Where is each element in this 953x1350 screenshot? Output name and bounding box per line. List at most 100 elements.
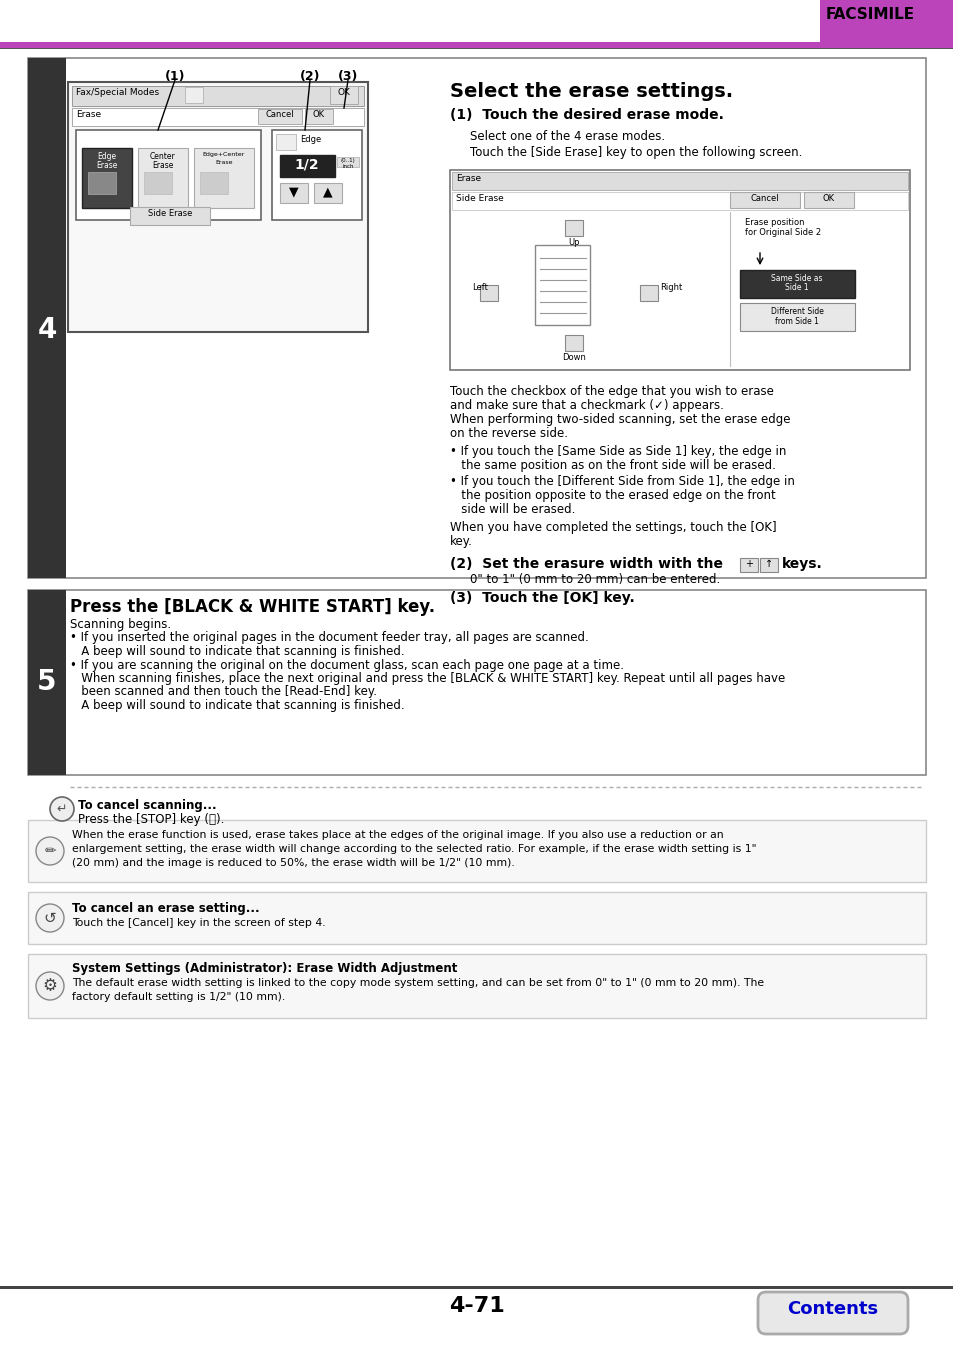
- Bar: [76, 130, 261, 220]
- Text: (2): (2): [299, 70, 320, 82]
- Text: from Side 1: from Side 1: [774, 317, 818, 325]
- Text: Side Erase: Side Erase: [456, 194, 503, 202]
- Bar: [760, 558, 778, 572]
- Bar: [280, 184, 308, 202]
- Bar: [330, 86, 357, 104]
- Text: Erase: Erase: [76, 109, 101, 119]
- Bar: [740, 270, 854, 298]
- Text: Touch the [Cancel] key in the screen of step 4.: Touch the [Cancel] key in the screen of …: [71, 918, 325, 927]
- Text: ↺: ↺: [44, 910, 56, 926]
- Bar: [452, 171, 907, 190]
- Bar: [314, 184, 341, 202]
- Bar: [639, 285, 658, 301]
- Text: • If you are scanning the original on the document glass, scan each page one pag: • If you are scanning the original on th…: [70, 659, 623, 671]
- Text: 1/2: 1/2: [294, 157, 319, 171]
- Text: When scanning finishes, place the next original and press the [BLACK & WHITE STA: When scanning finishes, place the next o…: [70, 672, 784, 684]
- Text: Scanning begins.: Scanning begins.: [70, 618, 171, 630]
- Bar: [28, 819, 925, 882]
- Bar: [68, 82, 368, 332]
- Bar: [28, 590, 925, 775]
- Bar: [452, 192, 907, 211]
- Text: Erase position: Erase position: [744, 217, 803, 227]
- Text: OK: OK: [337, 88, 350, 97]
- Text: • If you inserted the original pages in the document feeder tray, all pages are : • If you inserted the original pages in …: [70, 632, 588, 644]
- Text: Right: Right: [659, 284, 681, 292]
- Text: (3)  Touch the [OK] key.: (3) Touch the [OK] key.: [450, 591, 634, 605]
- Text: key.: key.: [450, 535, 473, 548]
- Bar: [28, 58, 925, 578]
- Text: Erase: Erase: [456, 174, 480, 184]
- Bar: [28, 58, 66, 578]
- Text: the same position as on the front side will be erased.: the same position as on the front side w…: [450, 459, 775, 472]
- Text: OK: OK: [313, 109, 325, 119]
- Text: A beep will sound to indicate that scanning is finished.: A beep will sound to indicate that scann…: [70, 699, 404, 711]
- Text: enlargement setting, the erase width will change according to the selected ratio: enlargement setting, the erase width wil…: [71, 844, 756, 855]
- Bar: [820, 0, 953, 42]
- Text: FACSIMILE: FACSIMILE: [825, 7, 914, 22]
- Text: Fax/Special Modes: Fax/Special Modes: [76, 88, 159, 97]
- Text: Erase: Erase: [96, 161, 117, 170]
- Text: Down: Down: [561, 352, 585, 362]
- Text: and make sure that a checkmark (✓) appears.: and make sure that a checkmark (✓) appea…: [450, 400, 723, 412]
- Text: Cancel: Cancel: [750, 194, 779, 202]
- Bar: [336, 157, 358, 167]
- Text: Select the erase settings.: Select the erase settings.: [450, 82, 732, 101]
- Bar: [28, 590, 66, 775]
- Bar: [200, 171, 228, 194]
- Text: Erase: Erase: [215, 161, 233, 165]
- Text: (2)  Set the erasure width with the: (2) Set the erasure width with the: [450, 558, 722, 571]
- Text: 5: 5: [37, 668, 56, 697]
- Text: Edge: Edge: [97, 153, 116, 161]
- Text: factory default setting is 1/2" (10 mm).: factory default setting is 1/2" (10 mm).: [71, 992, 285, 1002]
- Text: ↑: ↑: [764, 559, 772, 568]
- Bar: [0, 42, 953, 49]
- Text: ⚙: ⚙: [43, 977, 57, 995]
- Bar: [305, 109, 333, 124]
- Text: keys.: keys.: [781, 558, 821, 571]
- Text: Edge+Center: Edge+Center: [203, 153, 245, 157]
- Bar: [564, 335, 582, 351]
- Text: Press the [BLACK & WHITE START] key.: Press the [BLACK & WHITE START] key.: [70, 598, 435, 616]
- Text: Press the [STOP] key (ⓢ).: Press the [STOP] key (ⓢ).: [78, 813, 224, 826]
- Text: Touch the checkbox of the edge that you wish to erase: Touch the checkbox of the edge that you …: [450, 385, 773, 398]
- Text: To cancel scanning...: To cancel scanning...: [78, 799, 216, 811]
- Text: OK: OK: [822, 194, 834, 202]
- Circle shape: [36, 904, 64, 931]
- Text: When you have completed the settings, touch the [OK]: When you have completed the settings, to…: [450, 521, 776, 535]
- Bar: [0, 1287, 953, 1289]
- Circle shape: [36, 972, 64, 1000]
- Text: side will be erased.: side will be erased.: [450, 504, 575, 516]
- Bar: [803, 192, 853, 208]
- Text: Contents: Contents: [786, 1300, 878, 1318]
- Bar: [138, 148, 188, 208]
- Text: A beep will sound to indicate that scanning is finished.: A beep will sound to indicate that scann…: [70, 645, 404, 657]
- Bar: [275, 134, 295, 150]
- Text: Erase: Erase: [152, 161, 173, 170]
- Text: on the reverse side.: on the reverse side.: [450, 427, 567, 440]
- Bar: [88, 171, 116, 194]
- Bar: [71, 86, 364, 107]
- Bar: [257, 109, 302, 124]
- Text: +: +: [744, 559, 752, 568]
- Text: Same Side as: Same Side as: [770, 274, 821, 284]
- Text: for Original Side 2: for Original Side 2: [744, 228, 821, 238]
- FancyBboxPatch shape: [758, 1292, 907, 1334]
- Bar: [193, 148, 253, 208]
- Bar: [740, 302, 854, 331]
- Text: Side Erase: Side Erase: [148, 209, 192, 217]
- Text: When the erase function is used, erase takes place at the edges of the original : When the erase function is used, erase t…: [71, 830, 723, 840]
- Bar: [280, 155, 335, 177]
- Text: The default erase width setting is linked to the copy mode system setting, and c: The default erase width setting is linke…: [71, 977, 763, 988]
- Bar: [729, 192, 800, 208]
- Text: To cancel an erase setting...: To cancel an erase setting...: [71, 902, 259, 915]
- Text: Cancel: Cancel: [265, 109, 294, 119]
- Text: Side 1: Side 1: [784, 284, 808, 292]
- Text: Center: Center: [150, 153, 175, 161]
- Text: Different Side: Different Side: [770, 306, 822, 316]
- Bar: [28, 892, 925, 944]
- Bar: [272, 130, 361, 220]
- Text: Left: Left: [472, 284, 487, 292]
- Bar: [130, 207, 210, 225]
- Text: Select one of the 4 erase modes.: Select one of the 4 erase modes.: [470, 130, 664, 143]
- Bar: [82, 148, 132, 208]
